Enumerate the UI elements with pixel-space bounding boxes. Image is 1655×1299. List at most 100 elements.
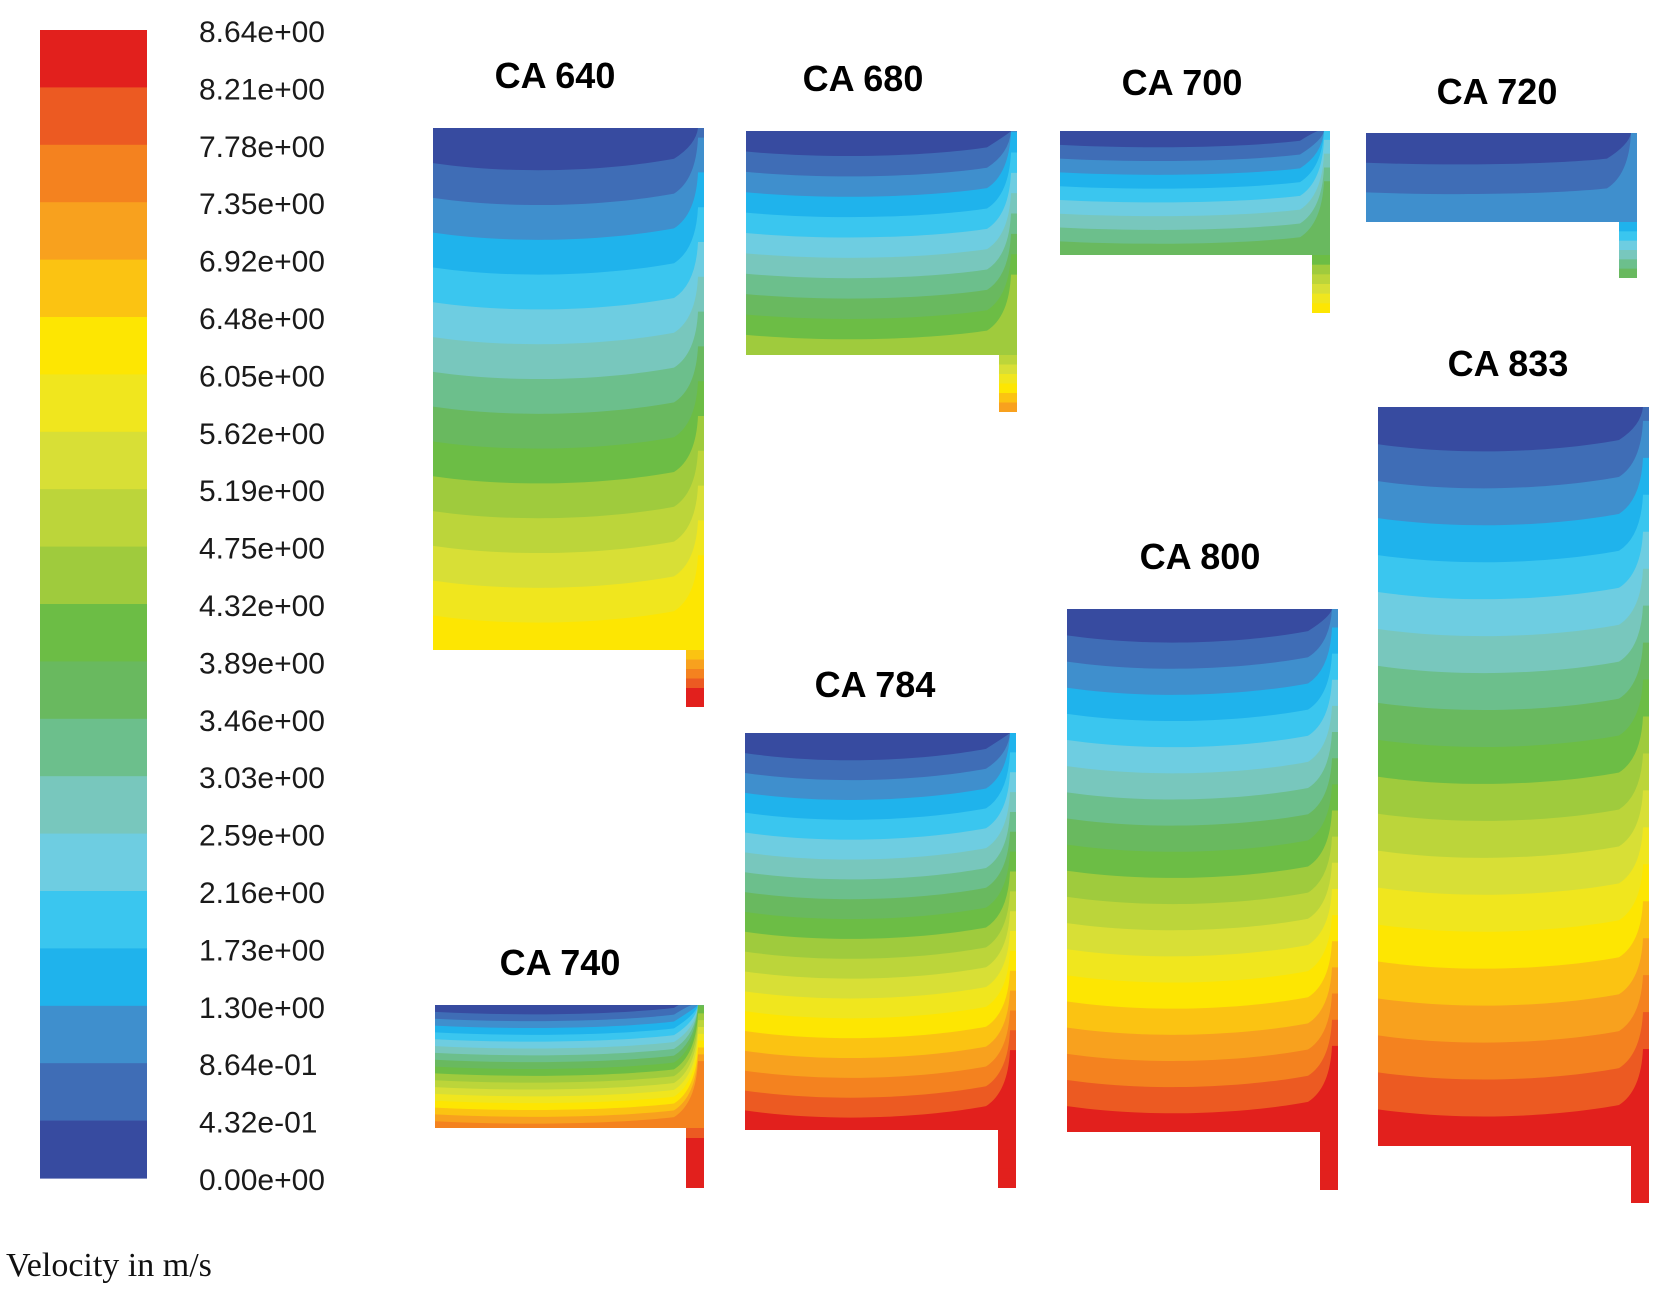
contour-panels: CA 640 CA 680 CA 700 CA 720 CA 740 CA 784 CA 8… [433,55,1649,1203]
panel-title: CA 700 [1122,62,1243,103]
exit-duct-band [999,355,1017,366]
panel-title: CA 720 [1437,71,1558,112]
exit-duct-band [686,1138,704,1149]
exit-duct-band [1320,1170,1338,1181]
exit-duct-band [998,1130,1016,1141]
legend-color-band [40,546,147,605]
exit-duct-band [998,1139,1016,1150]
legend-tick-label: 6.48e+00 [199,303,325,336]
legend-color-band [40,202,147,261]
exit-duct-band [686,688,704,699]
exit-duct-band [1312,264,1330,275]
contour-panel: CA 640 [433,55,704,707]
exit-duct-band [686,650,704,661]
legend-tick-labels: 8.64e+00 8.21e+00 7.78e+00 7.35e+00 6.92e+00… [199,16,325,1197]
panel-title: CA 740 [500,942,621,983]
legend-color-band [40,604,147,662]
legend-tick-label: 8.21e+00 [199,73,325,106]
legend-color-band [40,718,147,777]
exit-duct-band [1320,1132,1338,1143]
legend-tick-label: 8.64e+00 [199,16,325,49]
legend-color-band [40,317,147,375]
legend-tick-label: 2.16e+00 [199,877,325,910]
legend-tick-label: 0.00e+00 [199,1164,325,1197]
panel-title: CA 680 [803,58,924,99]
exit-duct-band [686,1168,704,1179]
panel-title: CA 784 [815,664,936,705]
legend-color-band [40,374,147,433]
exit-duct-band [999,364,1017,375]
legend-color-band [40,1063,147,1122]
legend-color-band [40,776,147,835]
contour-panel: CA 700 [1060,62,1330,313]
legend-tick-label: 8.64e-01 [199,1049,317,1082]
exit-duct-band [1619,231,1637,242]
legend-title: Velocity in m/s [6,1247,212,1284]
legend-tick-label: 6.05e+00 [199,360,325,393]
exit-duct-band [1619,268,1637,278]
legend-tick-label: 7.35e+00 [199,188,325,221]
legend-tick-label: 4.32e+00 [199,590,325,623]
panel-title: CA 833 [1448,343,1569,384]
legend-tick-label: 4.75e+00 [199,533,325,566]
contour-panel: CA 784 [745,664,1016,1188]
exit-duct-band [1631,1146,1649,1157]
legend-color-band [40,259,147,318]
exit-duct-band [686,1128,704,1139]
exit-duct-band [686,669,704,680]
legend-color-bar [40,30,147,1179]
legend-color-band [40,30,147,88]
legend-color-band [40,948,147,1007]
exit-duct-band [1320,1161,1338,1172]
exit-duct-band [1312,303,1330,313]
contour-panel: CA 720 [1366,71,1637,278]
panel-title: CA 640 [495,55,616,96]
panel-title: CA 800 [1140,536,1261,577]
exit-duct-band [998,1178,1016,1188]
exit-duct-band [1619,222,1637,232]
contour-panel: CA 833 [1378,343,1649,1203]
contour-panel: CA 800 [1067,536,1338,1190]
exit-duct-band [1312,293,1330,304]
exit-duct-band [1619,250,1637,260]
legend-color-band [40,833,147,892]
exit-duct-band [1312,255,1330,266]
exit-duct-band [686,1148,704,1159]
exit-duct-band [998,1149,1016,1160]
legend-tick-label: 7.78e+00 [199,131,325,164]
legend-color-band [40,144,147,203]
contour-panel: CA 740 [435,942,704,1188]
exit-duct-band [1312,284,1330,295]
legend-color-band [40,891,147,949]
exit-duct-band [999,374,1017,385]
legend-color-band [40,87,147,146]
exit-duct-band [999,383,1017,394]
exit-duct-band [999,393,1017,404]
legend-tick-label: 4.32e-01 [199,1107,317,1140]
legend-tick-label: 3.03e+00 [199,762,325,795]
exit-duct-band [1312,274,1330,285]
exit-duct-band [1631,1165,1649,1176]
legend-tick-label: 6.92e+00 [199,246,325,279]
exit-duct-band [998,1168,1016,1179]
exit-duct-band [686,1178,704,1188]
legend-tick-label: 1.73e+00 [199,934,325,967]
legend-color-band [40,431,147,490]
legend-color-band [40,1005,147,1064]
exit-duct-band [686,659,704,670]
exit-duct-band [686,1158,704,1169]
exit-duct-band [686,678,704,689]
exit-duct-band [1320,1151,1338,1162]
exit-duct-band [999,402,1017,412]
exit-duct-band [1631,1155,1649,1166]
legend-tick-label: 1.30e+00 [199,992,325,1025]
legend-tick-label: 5.62e+00 [199,418,325,451]
exit-duct-band [1320,1180,1338,1190]
exit-duct-band [998,1159,1016,1170]
exit-duct-band [1631,1174,1649,1185]
exit-duct-band [1631,1184,1649,1195]
legend-color-band [40,1120,147,1179]
exit-duct-band [1320,1141,1338,1152]
exit-duct-band [1631,1193,1649,1203]
